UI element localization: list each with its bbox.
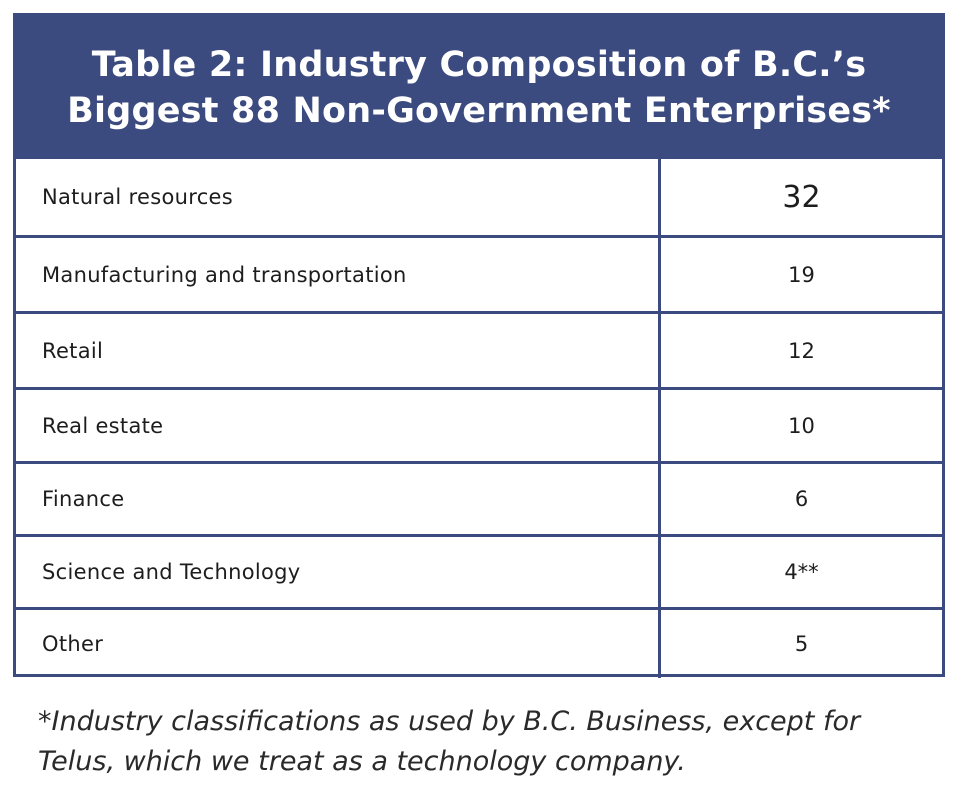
- footnote-line-1: *Industry classifications as used by B.C…: [38, 706, 861, 737]
- table-row-manufacturing: Manufacturing and transportation 19: [16, 235, 942, 311]
- footnote-line-2: Telus, which we treat as a technology co…: [38, 746, 686, 777]
- row-value: 6: [794, 487, 809, 511]
- table-row-real-estate: Real estate 10: [16, 387, 942, 461]
- row-value: 10: [788, 413, 815, 438]
- industry-composition-table: Table 2: Industry Composition of B.C.’s …: [13, 13, 945, 678]
- table-row-other: Other 5: [16, 607, 942, 678]
- row-label: Finance: [16, 464, 661, 534]
- row-label: Manufacturing and transportation: [16, 238, 661, 311]
- table-title-line-2: Biggest 88 Non-Government Enterprises*: [67, 90, 891, 131]
- table-row-retail: Retail 12: [16, 311, 942, 387]
- table-title: Table 2: Industry Composition of B.C.’s …: [16, 16, 942, 159]
- row-label: Other: [16, 610, 661, 678]
- row-value: 4**: [784, 560, 819, 584]
- table-footnote: *Industry classifications as used by B.C…: [38, 702, 938, 782]
- row-value: 12: [788, 338, 815, 363]
- row-label: Retail: [16, 314, 661, 387]
- row-label: Science and Technology: [16, 537, 661, 607]
- row-label: Natural resources: [16, 159, 661, 235]
- row-value: 32: [782, 179, 821, 215]
- table-row-science-technology: Science and Technology 4**: [16, 534, 942, 607]
- table-row-natural-resources: Natural resources 32: [16, 159, 942, 235]
- table-row-finance: Finance 6: [16, 461, 942, 534]
- row-value: 19: [788, 262, 815, 287]
- row-label: Real estate: [16, 390, 661, 461]
- row-value: 5: [794, 632, 809, 656]
- table-title-line-1: Table 2: Industry Composition of B.C.’s: [91, 44, 867, 85]
- table-body: Natural resources 32 Manufacturing and t…: [16, 159, 942, 678]
